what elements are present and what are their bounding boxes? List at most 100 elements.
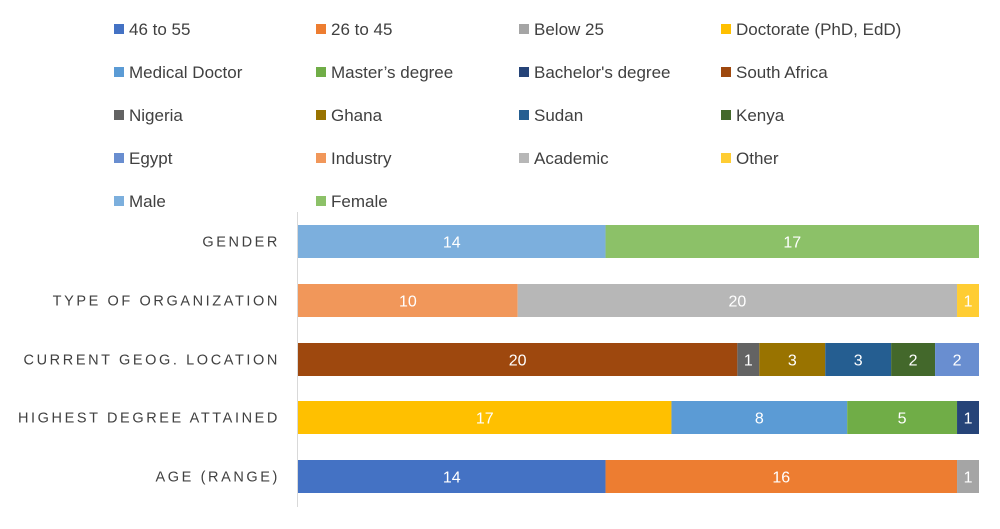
data-label: 10 <box>399 294 417 311</box>
legend-label: Nigeria <box>129 106 183 125</box>
bar-segment-current-geog-location-sudan <box>825 343 892 376</box>
data-label: 16 <box>772 470 790 487</box>
legend-swatch <box>316 110 326 120</box>
bar-segment-gender-female <box>605 225 979 258</box>
legend-swatch <box>721 153 731 163</box>
legend-label: Medical Doctor <box>129 63 243 82</box>
legend-label: Industry <box>331 149 392 168</box>
legend-item-other: Other <box>721 149 779 168</box>
legend-swatch <box>114 153 124 163</box>
legend-label: 46 to 55 <box>129 20 190 39</box>
legend-swatch <box>114 24 124 34</box>
legend-swatch <box>114 196 124 206</box>
category-label-gender: GENDER <box>202 235 280 251</box>
legend-item-female: Female <box>316 192 388 211</box>
legend: 46 to 55 26 to 45 Below 25 Doctorate (PhD, … <box>114 20 901 211</box>
bar-segment-highest-degree-attained-medical-doctor <box>671 401 848 434</box>
legend-item-male: Male <box>114 192 166 211</box>
legend-swatch <box>316 196 326 206</box>
legend-swatch <box>316 24 326 34</box>
legend-swatch <box>721 67 731 77</box>
data-label: 1 <box>964 470 973 487</box>
legend-swatch <box>721 24 731 34</box>
legend-item-26-to-45: 26 to 45 <box>316 20 392 39</box>
data-label: 20 <box>509 353 527 370</box>
category-label-type-of-organization: TYPE OF ORGANIZATION <box>53 294 280 310</box>
data-label: 17 <box>476 411 494 428</box>
bar-segment-highest-degree-attained-doctorate-phd-edd <box>298 401 672 434</box>
data-label: 2 <box>909 353 918 370</box>
legend-swatch <box>519 110 529 120</box>
legend-item-egypt: Egypt <box>114 149 173 168</box>
data-label: 14 <box>443 470 461 487</box>
category-labels: GENDER TYPE OF ORGANIZATION CURRENT GEOG. … <box>18 235 280 486</box>
data-label: 17 <box>783 235 801 252</box>
legend-swatch <box>519 67 529 77</box>
bar-segment-current-geog-location-egypt <box>935 343 979 376</box>
legend-item-46-to-55: 46 to 55 <box>114 20 190 39</box>
bar-segment-current-geog-location-kenya <box>891 343 936 376</box>
legend-label: Egypt <box>129 149 173 168</box>
bar-segment-type-of-organization-academic <box>517 284 958 317</box>
legend-label: Kenya <box>736 106 785 125</box>
bar-segment-highest-degree-attained-master-s-degree <box>847 401 958 434</box>
legend-item-nigeria: Nigeria <box>114 106 183 125</box>
legend-item-kenya: Kenya <box>721 106 785 125</box>
legend-item-below-25: Below 25 <box>519 20 604 39</box>
data-label: 2 <box>953 353 962 370</box>
legend-item-industry: Industry <box>316 149 392 168</box>
legend-label: Academic <box>534 149 609 168</box>
legend-item-doctorate-phd-edd: Doctorate (PhD, EdD) <box>721 20 901 39</box>
bar-segment-highest-degree-attained-bachelor-s-degree <box>957 401 979 434</box>
legend-label: Master’s degree <box>331 63 453 82</box>
legend-swatch <box>316 153 326 163</box>
legend-label: Female <box>331 192 388 211</box>
legend-label: 26 to 45 <box>331 20 392 39</box>
legend-item-master-s-degree: Master’s degree <box>316 63 453 82</box>
legend-swatch <box>114 67 124 77</box>
bar-segment-age-range-46-to-55 <box>298 460 606 493</box>
bar-segment-current-geog-location-nigeria <box>737 343 760 376</box>
data-label: 1 <box>744 353 753 370</box>
bars: 14 17 10 20 1 20 1 3 3 2 2 17 8 5 1 14 16 1 <box>298 225 979 493</box>
data-label: 5 <box>898 411 907 428</box>
legend-item-academic: Academic <box>519 149 609 168</box>
category-label-age-range: AGE (RANGE) <box>156 470 280 486</box>
category-label-current-geog-location: CURRENT GEOG. LOCATION <box>24 353 280 369</box>
bar-segment-current-geog-location-south-africa <box>298 343 738 376</box>
legend-swatch <box>114 110 124 120</box>
data-label: 1 <box>964 411 973 428</box>
legend-swatch <box>519 24 529 34</box>
legend-item-bachelor-s-degree: Bachelor's degree <box>519 63 671 82</box>
legend-item-south-africa: South Africa <box>721 63 828 82</box>
legend-label: Ghana <box>331 106 383 125</box>
category-label-highest-degree-attained: HIGHEST DEGREE ATTAINED <box>18 411 280 427</box>
legend-label: Doctorate (PhD, EdD) <box>736 20 901 39</box>
legend-label: South Africa <box>736 63 828 82</box>
legend-label: Other <box>736 149 779 168</box>
bar-segment-type-of-organization-other <box>957 284 979 317</box>
data-label: 20 <box>728 294 746 311</box>
bar-segment-type-of-organization-industry <box>298 284 518 317</box>
bar-segment-age-range-below-25 <box>957 460 979 493</box>
data-label: 3 <box>788 353 797 370</box>
data-label: 8 <box>755 411 764 428</box>
legend-item-ghana: Ghana <box>316 106 383 125</box>
bar-segment-gender-male <box>298 225 606 258</box>
bar-segment-current-geog-location-ghana <box>759 343 826 376</box>
legend-item-medical-doctor: Medical Doctor <box>114 63 243 82</box>
legend-swatch <box>519 153 529 163</box>
legend-swatch <box>721 110 731 120</box>
bar-segment-age-range-26-to-45 <box>605 460 958 493</box>
legend-label: Bachelor's degree <box>534 63 671 82</box>
legend-label: Sudan <box>534 106 583 125</box>
legend-label: Male <box>129 192 166 211</box>
legend-item-sudan: Sudan <box>519 106 583 125</box>
data-label: 3 <box>854 353 863 370</box>
legend-swatch <box>316 67 326 77</box>
data-label: 1 <box>964 294 973 311</box>
data-label: 14 <box>443 235 461 252</box>
legend-label: Below 25 <box>534 20 604 39</box>
